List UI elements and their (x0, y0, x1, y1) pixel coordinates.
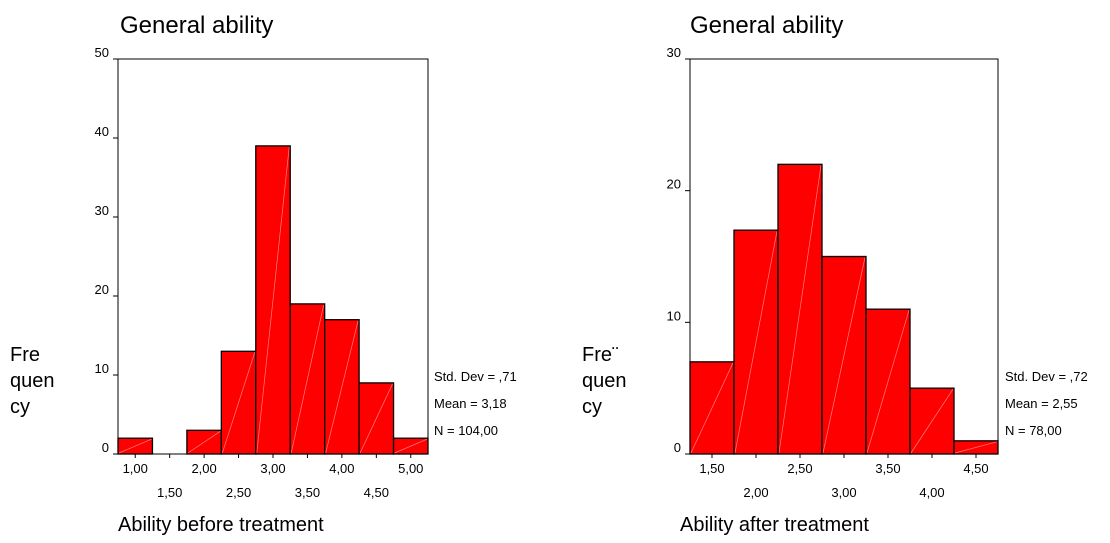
chart-1-x-tick-label: 4,00 (329, 461, 354, 476)
chart-2-xlabel: Ability after treatment (680, 514, 869, 536)
chart-2-y-tick-label: 20 (667, 177, 681, 192)
chart-1-bar-highlight (290, 304, 325, 454)
chart-2-bar-highlight (822, 257, 866, 454)
chart-1-x-tick-label: 3,50 (295, 485, 320, 500)
chart-1-bar-highlight (359, 383, 393, 454)
chart-2-ylabel-line: quen (582, 370, 627, 392)
chart-2-ylabel-line: cy (582, 396, 602, 418)
chart-1-bar-highlight (222, 352, 256, 454)
chart-2-x-tick-label: 3,00 (831, 485, 856, 500)
chart-2-y-tick-label: 0 (674, 440, 681, 455)
chart-2-x-tick-label: 1,50 (699, 461, 724, 476)
chart-1-stats-line: N = 104,00 (434, 423, 498, 438)
chart-1-x-tick-label: 3,00 (260, 461, 285, 476)
chart-1-ylabel: Fre quen cy (10, 342, 55, 420)
chart-1-x-tick-label: 2,00 (191, 461, 216, 476)
chart-2-x-tick-label: 4,50 (963, 461, 988, 476)
chart-2-x-tick-label: 2,50 (787, 461, 812, 476)
chart-1-y-tick-label: 20 (95, 282, 109, 297)
chart-2-bar-highlight (910, 388, 954, 454)
chart-1-y-tick-label: 10 (95, 361, 109, 376)
chart-1-xlabel: Ability before treatment (118, 514, 324, 536)
chart-1-y-tick-label: 50 (95, 45, 109, 60)
chart-1-x-tick-label: 4,50 (364, 485, 389, 500)
chart-2-ylabel-line: Fre¨ (582, 344, 619, 366)
chart-1-x-tick-label: 5,00 (398, 461, 423, 476)
chart-1-x-tick-label: 2,50 (226, 485, 251, 500)
chart-2-stats-line: N = 78,00 (1005, 423, 1062, 438)
chart-2-stats-line: Std. Dev = ,72 (1005, 369, 1088, 384)
chart-1-bar-highlight (256, 146, 290, 454)
chart-2-x-tick-label: 2,00 (743, 485, 768, 500)
chart-2-y-tick-label: 30 (667, 45, 681, 60)
chart-2-x-tick-label: 4,00 (919, 485, 944, 500)
chart-2-bar-highlight (734, 231, 778, 454)
chart-1-ylabel-line: cy (10, 396, 30, 418)
chart-2-x-tick-label: 3,50 (875, 461, 900, 476)
chart-2-stats-line: Mean = 2,55 (1005, 396, 1078, 411)
chart-2-bar-highlight (954, 441, 998, 454)
chart-2-title: General ability (690, 12, 844, 39)
chart-1-bar-highlight (187, 431, 221, 454)
chart-1-x-tick-label: 1,50 (157, 485, 182, 500)
chart-1-x-tick-label: 1,00 (123, 461, 148, 476)
chart-1-y-tick-label: 30 (95, 203, 109, 218)
chart-2-y-tick-label: 10 (667, 308, 681, 323)
chart-2-ylabel: Fre¨ quen cy (582, 342, 627, 420)
chart-1-y-tick-label: 0 (102, 440, 109, 455)
chart-1-ylabel-line: quen (10, 370, 55, 392)
chart-1-stats-line: Mean = 3,18 (434, 396, 507, 411)
chart-2-bar-highlight (778, 165, 822, 454)
chart-1-stats-line: Std. Dev = ,71 (434, 369, 517, 384)
chart-1-bar-highlight (325, 320, 359, 454)
chart-1-y-tick-label: 40 (95, 124, 109, 139)
chart-2-bar-highlight (690, 362, 734, 454)
chart-1-bar-highlight (118, 438, 152, 454)
chart-2-bar-highlight (866, 310, 910, 454)
chart-1-ylabel-line: Fre (10, 344, 40, 366)
chart-1-bar-highlight (394, 438, 428, 454)
chart-1-title: General ability (120, 12, 274, 39)
